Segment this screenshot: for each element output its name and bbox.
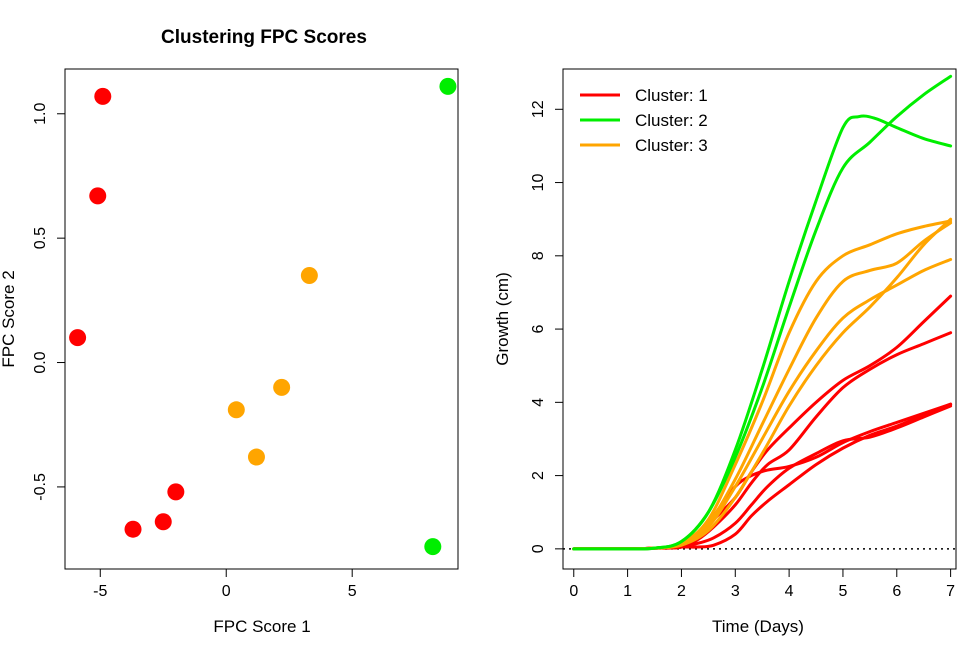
y-tick-label: 8 bbox=[530, 251, 547, 260]
x-tick-label: 7 bbox=[946, 583, 955, 600]
scatter-point-cluster-1 bbox=[154, 513, 172, 531]
scatter-y-axis: -0.5 0.0 0.5 1.0 bbox=[32, 103, 65, 501]
x-tick-label: -5 bbox=[93, 583, 107, 600]
scatter-panel: Clustering FPC Scores -5 0 5 -0.5 0.0 0.5 1.0… bbox=[0, 27, 459, 636]
y-tick-label: 12 bbox=[530, 100, 547, 118]
scatter-point-cluster-1 bbox=[69, 329, 87, 347]
growth-curve-cluster-2 bbox=[572, 114, 953, 551]
y-tick-label: 10 bbox=[530, 174, 547, 192]
x-tick-label: 1 bbox=[623, 583, 632, 600]
scatter-x-axis: -5 0 5 bbox=[93, 569, 357, 600]
y-tick-label: 2 bbox=[530, 471, 547, 480]
x-tick-label: 5 bbox=[348, 583, 357, 600]
scatter-point-cluster-3 bbox=[273, 378, 291, 396]
x-tick-label: 5 bbox=[838, 583, 847, 600]
y-tick-label: 4 bbox=[530, 398, 547, 407]
growth-x-axis-label: Time (Days) bbox=[712, 617, 804, 636]
scatter-point-cluster-2 bbox=[439, 77, 457, 95]
scatter-point-cluster-2 bbox=[424, 538, 442, 556]
y-tick-label: 0.5 bbox=[32, 227, 49, 249]
legend-label-cluster-1: Cluster: 1 bbox=[635, 86, 708, 105]
scatter-point-cluster-1 bbox=[124, 520, 142, 538]
legend: Cluster: 1 Cluster: 2 Cluster: 3 bbox=[580, 86, 708, 155]
scatter-point-cluster-3 bbox=[247, 448, 265, 466]
scatter-point-cluster-1 bbox=[94, 87, 112, 105]
scatter-plot-frame bbox=[64, 68, 459, 570]
y-tick-label: -0.5 bbox=[32, 473, 49, 501]
growth-y-axis-label: Growth (cm) bbox=[493, 272, 512, 366]
x-tick-label: 0 bbox=[569, 583, 578, 600]
scatter-points bbox=[69, 77, 457, 556]
legend-label-cluster-3: Cluster: 3 bbox=[635, 136, 708, 155]
scatter-point-cluster-1 bbox=[89, 187, 107, 205]
growth-curve-cluster-2 bbox=[572, 74, 953, 551]
y-tick-label: 1.0 bbox=[32, 103, 49, 125]
scatter-title: Clustering FPC Scores bbox=[161, 27, 367, 48]
x-tick-label: 2 bbox=[677, 583, 686, 600]
growth-x-axis: 0 1 2 3 4 5 6 7 bbox=[569, 569, 955, 600]
growth-y-axis: 0 2 4 6 8 10 12 bbox=[530, 100, 563, 553]
scatter-point-cluster-1 bbox=[167, 483, 185, 501]
growth-plot-frame bbox=[562, 68, 957, 570]
x-tick-label: 4 bbox=[785, 583, 794, 600]
scatter-point-cluster-3 bbox=[300, 266, 318, 284]
scatter-x-axis-label: FPC Score 1 bbox=[213, 617, 310, 636]
legend-label-cluster-2: Cluster: 2 bbox=[635, 111, 708, 130]
growth-curves bbox=[572, 74, 953, 551]
x-tick-label: 3 bbox=[731, 583, 740, 600]
y-tick-label: 0.0 bbox=[32, 351, 49, 373]
scatter-point-cluster-3 bbox=[227, 401, 245, 419]
x-tick-label: 0 bbox=[222, 583, 231, 600]
y-tick-label: 6 bbox=[530, 325, 547, 334]
scatter-y-axis-label: FPC Score 2 bbox=[0, 270, 18, 367]
x-tick-label: 6 bbox=[892, 583, 901, 600]
y-tick-label: 0 bbox=[530, 544, 547, 553]
